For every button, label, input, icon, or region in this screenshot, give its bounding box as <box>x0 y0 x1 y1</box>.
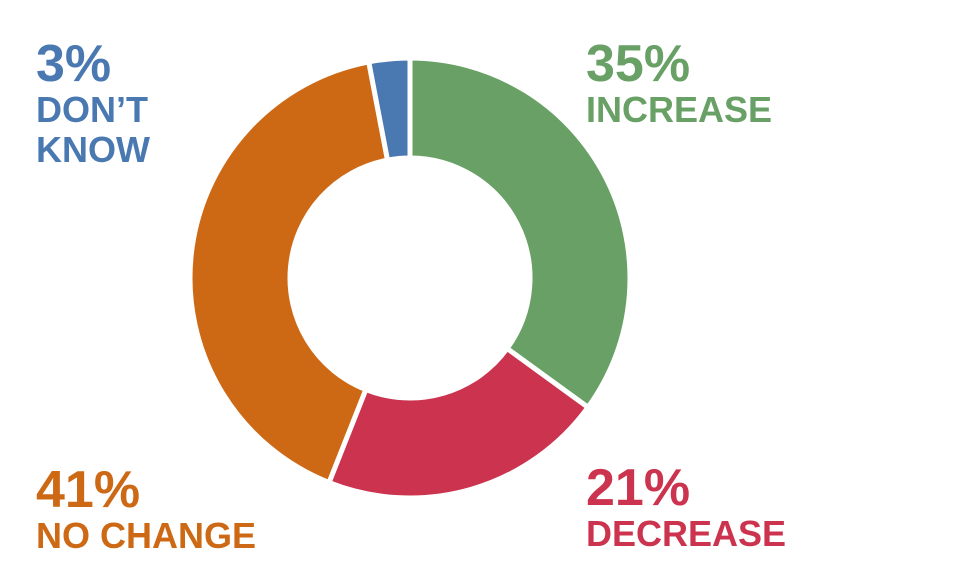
label-increase: 35% INCREASE <box>586 38 772 130</box>
no-change-category: NO CHANGE <box>36 515 257 556</box>
slice-no-change <box>187 58 391 486</box>
increase-category: INCREASE <box>586 89 773 130</box>
label-no-change: 41% NO CHANGE <box>36 464 256 556</box>
dont-know-category-line1: DON’T <box>36 89 148 130</box>
decrease-category: DECREASE <box>586 513 787 554</box>
dont-know-category-line2: KNOW <box>36 129 150 170</box>
decrease-percent: 21% <box>586 459 691 517</box>
slice-dont-know <box>365 55 413 164</box>
slice-increase <box>407 55 633 411</box>
no-change-percent: 41% <box>36 461 141 519</box>
dont-know-percent: 3% <box>36 35 112 93</box>
label-dont-know: 3% DON’T KNOW <box>36 38 150 170</box>
label-decrease: 21% DECREASE <box>586 462 786 554</box>
slice-decrease <box>325 345 592 501</box>
increase-percent: 35% <box>586 35 691 93</box>
